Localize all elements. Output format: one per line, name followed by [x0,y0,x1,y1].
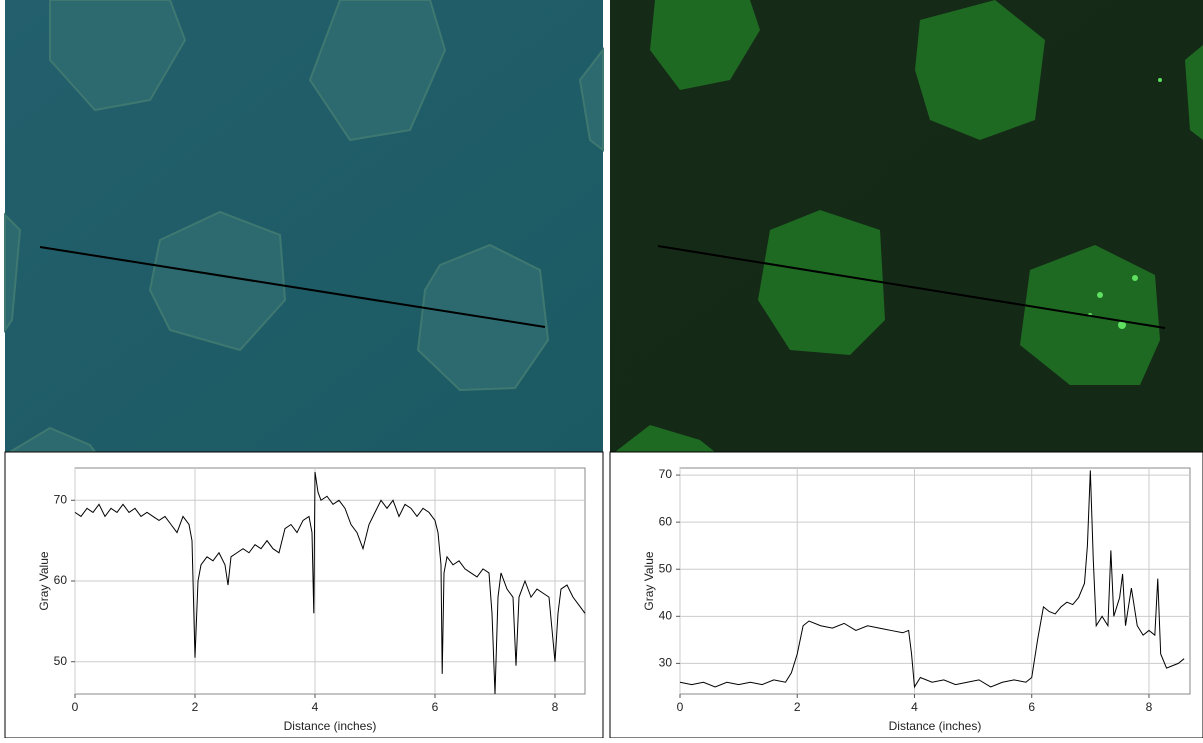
y-tick-label: 60 [659,514,673,528]
y-tick-label: 50 [54,654,68,668]
y-axis-title: Gray Value [37,551,51,610]
x-tick-label: 6 [1028,700,1035,714]
plot-area [679,467,1191,695]
y-tick-label: 30 [659,656,673,670]
y-tick-label: 50 [659,561,673,575]
x-axis-title: Distance (inches) [284,719,377,733]
x-axis-title: Distance (inches) [889,719,982,733]
x-tick-label: 8 [552,700,559,714]
x-tick-label: 6 [432,700,439,714]
bright-field-image [4,0,604,453]
x-tick-label: 8 [1146,700,1153,714]
y-tick-label: 40 [659,608,673,622]
y-tick-label: 60 [54,573,68,587]
fluorescence-image [610,0,1203,452]
y-axis-title: Gray Value [642,551,656,610]
y-tick-label: 70 [54,492,68,506]
x-tick-label: 4 [911,700,918,714]
x-tick-label: 0 [677,700,684,714]
x-tick-label: 2 [794,700,801,714]
x-tick-label: 4 [312,700,319,714]
x-tick-label: 0 [72,700,79,714]
x-tick-label: 2 [192,700,199,714]
profile-line [74,471,586,695]
y-tick-label: 70 [659,467,673,481]
profile-line [679,470,1185,689]
